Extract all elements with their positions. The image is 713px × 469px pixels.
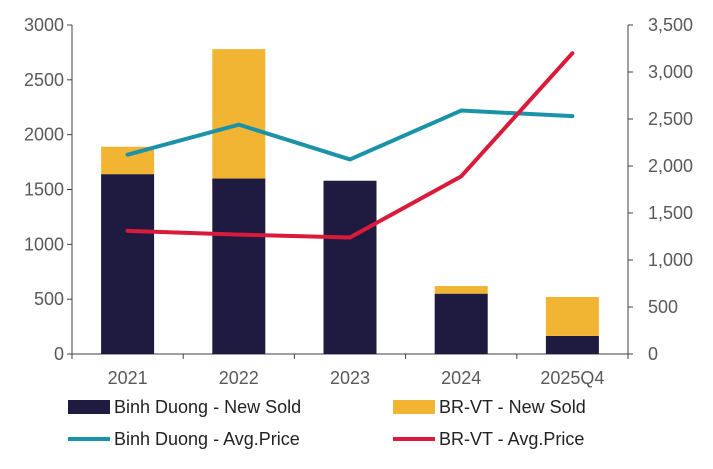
y-right-tick-label: 500 <box>648 297 678 317</box>
y-right-tick-label: 0 <box>648 344 658 364</box>
y-left-tick-label: 1500 <box>24 180 64 200</box>
legend-label: BR-VT - Avg.Price <box>439 429 584 449</box>
y-left-tick-label: 2000 <box>24 125 64 145</box>
bar-binh-duong-2025q4 <box>545 335 599 354</box>
x-axis-ticks: 2021 2022 2023 2024 2025Q4 <box>71 354 629 388</box>
y-right-tick-label: 2,500 <box>648 109 693 129</box>
x-tick-label: 2024 <box>441 368 481 388</box>
x-tick-label: 2023 <box>330 368 370 388</box>
chart-lines <box>125 51 575 240</box>
legend-label: BR-VT - New Sold <box>439 397 586 417</box>
y-left-tick-label: 3000 <box>24 15 64 35</box>
chart-legend: Binh Duong - New Sold BR-VT - New Sold Bin… <box>68 397 586 449</box>
y-axis-right-ticks: 0 500 1,000 1,500 2,000 2,500 3,000 3,500 <box>628 15 693 364</box>
bar-binh-duong-2022 <box>212 178 266 354</box>
bar-binh-duong-2024 <box>434 293 488 354</box>
chart-bars <box>101 49 599 354</box>
y-left-tick-label: 500 <box>34 289 64 309</box>
bar-br-vt-2022 <box>212 49 266 179</box>
bar-br-vt-2024 <box>434 286 488 294</box>
y-axis-left-ticks: 0 500 1000 1500 2000 2500 3000 <box>24 15 72 364</box>
x-tick-label: 2025Q4 <box>540 368 604 388</box>
y-right-tick-label: 1,500 <box>648 203 693 223</box>
legend-swatch <box>68 400 110 414</box>
legend-swatch <box>393 400 435 414</box>
x-tick-label: 2021 <box>108 368 148 388</box>
y-right-tick-label: 2,000 <box>648 156 693 176</box>
y-left-tick-label: 0 <box>54 344 64 364</box>
x-tick-label: 2022 <box>219 368 259 388</box>
y-right-tick-label: 1,000 <box>648 250 693 270</box>
y-right-tick-label: 3,500 <box>648 15 693 35</box>
line-br-vt-avg-price <box>125 51 575 240</box>
line-binh-duong-avg-price <box>125 108 575 162</box>
bar-binh-duong-2023 <box>323 180 377 354</box>
bar-binh-duong-2021 <box>101 174 155 354</box>
y-left-tick-label: 2500 <box>24 70 64 90</box>
bar-br-vt-2025q4 <box>545 296 599 336</box>
legend-label: Binh Duong - Avg.Price <box>114 429 300 449</box>
legend-label: Binh Duong - New Sold <box>114 397 301 417</box>
y-left-tick-label: 1000 <box>24 234 64 254</box>
y-right-tick-label: 3,000 <box>648 62 693 82</box>
